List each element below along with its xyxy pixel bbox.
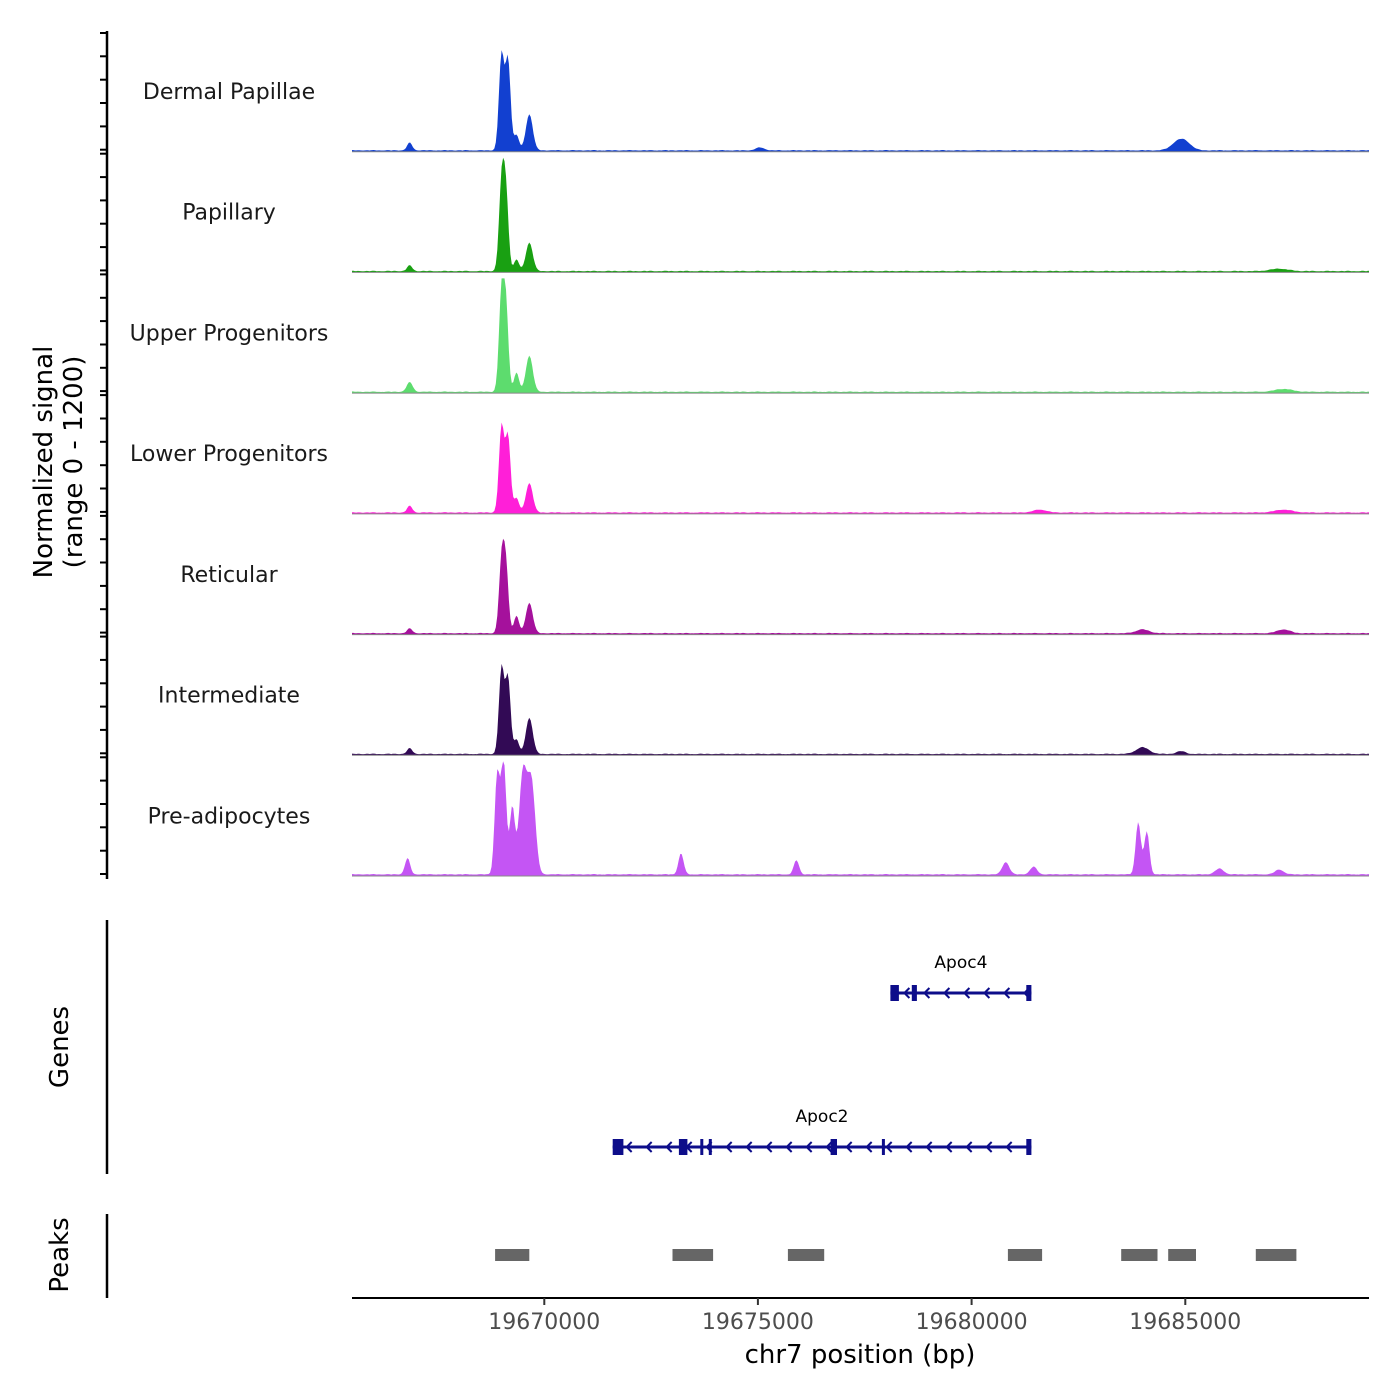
coverage-area	[352, 422, 1369, 514]
gene-exon	[708, 1139, 712, 1155]
track-label: Upper Progenitors	[130, 321, 329, 346]
coverage-track: Dermal Papillae	[143, 50, 1369, 153]
genes-panel-label: Genes	[45, 1006, 75, 1088]
coverage-tracks: Dermal Papillae Papillary Upper Progenitor…	[130, 50, 1369, 877]
coverage-area	[352, 157, 1369, 273]
peak-region	[672, 1249, 714, 1261]
strand-arrow	[945, 1141, 953, 1153]
strand-arrow	[922, 987, 931, 999]
peak-regions	[495, 1249, 1297, 1261]
coverage-track: Lower Progenitors	[130, 422, 1369, 515]
strand-arrow	[665, 1141, 673, 1153]
coverage-area	[352, 663, 1369, 756]
peak-region	[1168, 1249, 1196, 1261]
strand-arrow	[625, 1141, 633, 1153]
strand-arrow	[982, 987, 991, 999]
gene-label: Apoc4	[934, 953, 987, 973]
y-axis-title-line1: Normalized signal	[29, 346, 59, 579]
coverage-area	[352, 538, 1369, 635]
strand-arrow	[825, 1141, 833, 1153]
track-label: Papillary	[182, 201, 276, 226]
strand-arrow	[805, 1141, 813, 1153]
x-tick-label: 19675000	[702, 1310, 814, 1335]
coverage-track: Reticular	[180, 538, 1369, 636]
gene-exon	[890, 985, 899, 1001]
track-label: Reticular	[180, 563, 278, 588]
strand-arrow	[905, 1141, 913, 1153]
strand-arrow	[745, 1141, 753, 1153]
peak-region	[1255, 1249, 1297, 1261]
strand-arrow	[785, 1141, 793, 1153]
x-tick-label: 19670000	[488, 1310, 600, 1335]
gene-exon	[700, 1139, 704, 1155]
coverage-track: Papillary	[182, 157, 1369, 273]
strand-arrow	[965, 1141, 973, 1153]
coverage-area	[352, 50, 1369, 152]
coverage-track: Intermediate	[158, 663, 1369, 756]
coverage-area	[352, 761, 1369, 876]
gene-exon	[911, 985, 917, 1001]
peak-region	[1007, 1249, 1043, 1261]
peak-region	[787, 1249, 825, 1261]
track-label: Intermediate	[158, 684, 300, 709]
strand-arrow	[645, 1141, 653, 1153]
strand-arrow	[885, 1141, 893, 1153]
coverage-track: Upper Progenitors	[130, 278, 1369, 394]
x-tick-label: 19680000	[916, 1310, 1028, 1335]
gene-exon	[1026, 985, 1032, 1001]
x-axis-ticks: 19670000 19675000 19680000 19685000	[488, 1298, 1241, 1335]
strand-arrow	[865, 1141, 873, 1153]
gene-model: Apoc2	[612, 1107, 1032, 1155]
gene-exon	[678, 1139, 688, 1155]
coverage-y-axis	[100, 31, 109, 879]
strand-arrow	[925, 1141, 933, 1153]
track-label: Pre-adipocytes	[148, 804, 311, 829]
strand-arrow	[1002, 987, 1011, 999]
strand-arrow	[845, 1141, 853, 1153]
strand-arrow	[902, 987, 911, 999]
gene-exon	[1026, 1139, 1032, 1155]
gene-annotations: Apoc4 Apoc2	[612, 953, 1032, 1155]
peak-region	[495, 1249, 530, 1261]
strand-arrow	[725, 1141, 733, 1153]
strand-arrow	[942, 987, 951, 999]
gene-model: Apoc4	[890, 953, 1032, 1001]
gene-exon	[881, 1139, 885, 1155]
gene-label: Apoc2	[796, 1107, 849, 1127]
strand-arrow	[985, 1141, 993, 1153]
peaks-panel-label: Peaks	[45, 1217, 75, 1292]
gene-exon	[830, 1139, 837, 1155]
y-axis-title: Normalized signal (range 0 - 1200)	[29, 346, 89, 579]
coverage-track: Pre-adipocytes	[148, 761, 1369, 877]
x-axis-title: chr7 position (bp)	[745, 1340, 976, 1370]
peak-region	[1121, 1249, 1158, 1261]
x-tick-label: 19685000	[1129, 1310, 1241, 1335]
gene-exon	[612, 1139, 624, 1155]
strand-arrow	[962, 987, 971, 999]
track-label: Lower Progenitors	[130, 442, 328, 467]
track-label: Dermal Papillae	[143, 80, 315, 105]
strand-arrow	[1005, 1141, 1013, 1153]
coverage-area	[352, 278, 1369, 394]
y-axis-title-line2: (range 0 - 1200)	[59, 356, 89, 569]
strand-arrow	[765, 1141, 773, 1153]
